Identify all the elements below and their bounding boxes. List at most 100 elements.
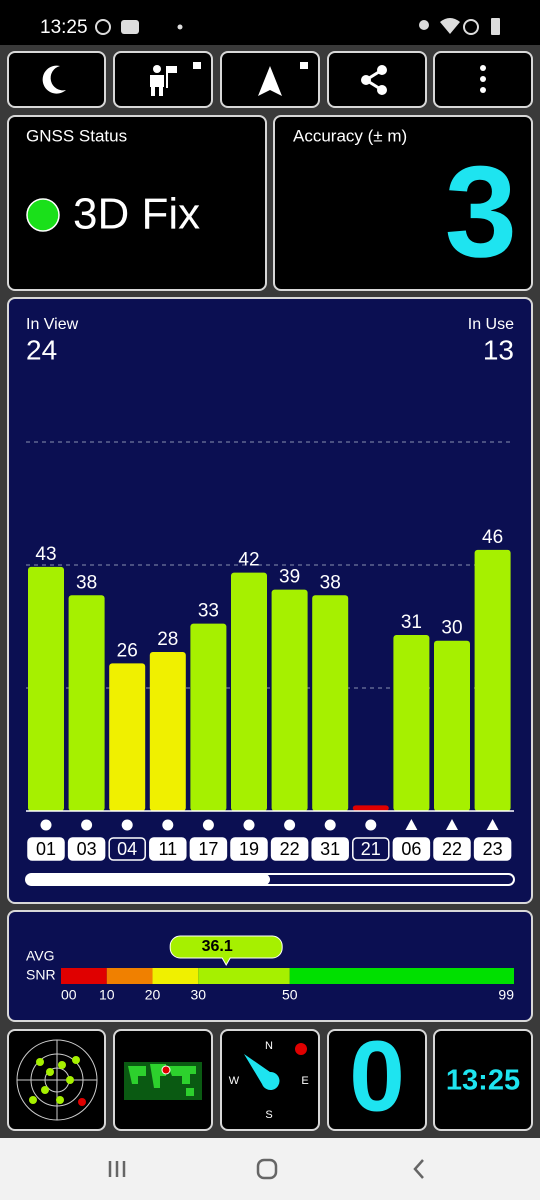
snr-tick-label: 20 bbox=[145, 987, 161, 1003]
sat-id-box bbox=[352, 837, 390, 861]
constellation-circle bbox=[40, 819, 52, 831]
fix-value: 3D Fix bbox=[73, 190, 200, 239]
menu-icon bbox=[480, 65, 486, 93]
bar-label: 28 bbox=[157, 629, 178, 650]
time-tile[interactable] bbox=[433, 1029, 533, 1131]
sun-marker bbox=[295, 1043, 307, 1055]
sat-id: 22 bbox=[442, 839, 462, 859]
sat-id-box bbox=[189, 837, 228, 861]
constellation-circle bbox=[81, 819, 93, 831]
nav-bar bbox=[0, 1138, 540, 1200]
night-mode-button[interactable] bbox=[7, 51, 106, 108]
nav-buttons bbox=[108, 1158, 424, 1180]
person-icon bbox=[150, 62, 201, 96]
in-view-value: 24 bbox=[26, 334, 57, 365]
sat-id-box bbox=[230, 837, 268, 861]
accuracy-title: Accuracy (± m) bbox=[293, 126, 407, 145]
tile-time: 13:25 bbox=[446, 1065, 520, 1097]
back-button[interactable] bbox=[413, 1159, 424, 1179]
moon-icon bbox=[42, 65, 66, 94]
gnss-status-title: GNSS Status bbox=[26, 126, 127, 145]
bar bbox=[271, 589, 308, 811]
sat-id: 19 bbox=[239, 839, 259, 859]
satellites-used: 0 bbox=[349, 1020, 405, 1132]
avg-label: AVG bbox=[26, 948, 55, 964]
avg-marker bbox=[169, 935, 283, 967]
gnss-status-panel bbox=[7, 115, 267, 291]
bar-label: 38 bbox=[76, 572, 97, 593]
constellation-triangle bbox=[405, 819, 418, 830]
home-button[interactable] bbox=[256, 1158, 278, 1180]
constellation-circle bbox=[202, 819, 214, 831]
bar bbox=[28, 566, 64, 811]
sat-id: 23 bbox=[483, 839, 503, 859]
sat-id-box bbox=[27, 837, 65, 861]
bar-label: 39 bbox=[279, 567, 300, 588]
sky-plot bbox=[16, 1039, 98, 1121]
sat-id: 06 bbox=[401, 839, 421, 859]
bar-chart: 43 01 38 03 26 04 28 11 33 17 42 19 39 22 38 31 21 31 06 30… bbox=[26, 441, 514, 861]
share-icon bbox=[361, 65, 387, 95]
accuracy-panel bbox=[273, 115, 533, 291]
bar-label: 46 bbox=[482, 527, 503, 548]
scroll-thumb[interactable] bbox=[26, 874, 270, 885]
snr-band bbox=[198, 968, 290, 984]
sat-id-box bbox=[270, 837, 309, 861]
in-use-label: In Use bbox=[468, 316, 514, 333]
compass-n: N bbox=[265, 1040, 273, 1052]
bar bbox=[393, 635, 430, 811]
arrow-icon bbox=[258, 62, 308, 96]
snr-tick-label: 50 bbox=[282, 987, 298, 1003]
accuracy-value: 3 bbox=[445, 138, 517, 284]
in-use-value: 13 bbox=[483, 334, 514, 365]
constellation-circle bbox=[121, 819, 133, 831]
bar-label: 38 bbox=[320, 572, 341, 593]
world-map bbox=[124, 1062, 202, 1100]
bar bbox=[231, 572, 267, 811]
sat-id: 21 bbox=[361, 839, 381, 859]
bar bbox=[190, 623, 227, 811]
avg-value: 36.1 bbox=[202, 938, 233, 955]
snr-band bbox=[61, 968, 107, 984]
sat-id-box bbox=[433, 837, 471, 861]
constellation-circle bbox=[324, 819, 336, 831]
snr-tick-label: 99 bbox=[498, 987, 514, 1003]
bar-label: 26 bbox=[117, 640, 138, 661]
constellation-triangle bbox=[486, 819, 499, 830]
used-tile[interactable] bbox=[327, 1029, 427, 1131]
bar bbox=[474, 549, 511, 811]
sat-id: 01 bbox=[36, 839, 56, 859]
toolbar bbox=[7, 51, 533, 108]
sat-id: 03 bbox=[77, 839, 97, 859]
clock: 13:25 bbox=[40, 17, 88, 38]
snr-tick-label: 10 bbox=[99, 987, 115, 1003]
snr-label: SNR bbox=[26, 967, 56, 983]
sat-id: 31 bbox=[320, 839, 340, 859]
constellation-triangle bbox=[446, 819, 458, 830]
snr-tick-label: 30 bbox=[190, 987, 206, 1003]
compass-s: S bbox=[265, 1109, 272, 1121]
constellation-circle bbox=[284, 819, 296, 831]
sat-id-box bbox=[108, 837, 146, 861]
bar-label: 43 bbox=[35, 544, 56, 565]
sat-id: 11 bbox=[158, 839, 177, 859]
bar bbox=[352, 805, 389, 811]
bar-label: 42 bbox=[238, 550, 259, 571]
sat-id-box bbox=[473, 837, 512, 861]
share-button[interactable] bbox=[327, 51, 427, 108]
sat-id-box bbox=[149, 837, 187, 861]
recents-button[interactable] bbox=[108, 1161, 126, 1177]
bar bbox=[68, 595, 105, 811]
compass-e: E bbox=[301, 1075, 308, 1087]
sat-id: 17 bbox=[198, 839, 218, 859]
sat-id-box bbox=[311, 837, 349, 861]
sat-id-box bbox=[67, 837, 106, 861]
compass-needle bbox=[244, 1054, 280, 1090]
bar bbox=[109, 663, 146, 811]
snr-band bbox=[152, 968, 199, 984]
snr-band bbox=[289, 968, 514, 984]
bar bbox=[312, 595, 349, 811]
fix-indicator bbox=[26, 198, 60, 232]
bar-label: 31 bbox=[401, 612, 422, 633]
